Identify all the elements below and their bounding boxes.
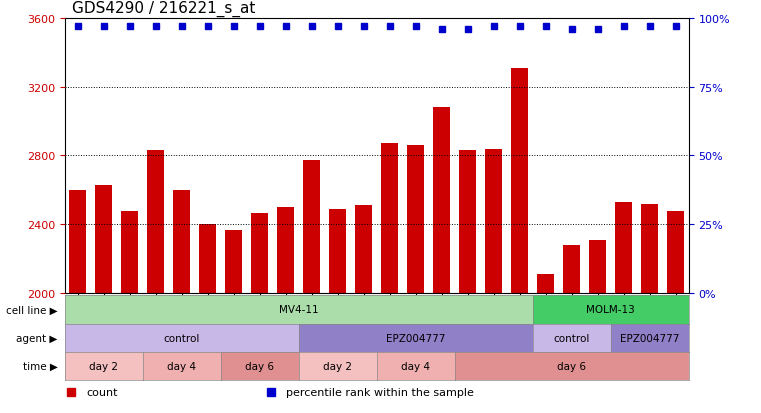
Bar	[199, 224, 216, 294]
Text: MOLM-13: MOLM-13	[586, 305, 635, 315]
Bar	[95, 185, 112, 294]
Text: time ▶: time ▶	[23, 361, 58, 371]
Text: agent ▶: agent ▶	[17, 333, 58, 343]
Text: EPZ004777: EPZ004777	[386, 333, 445, 343]
Bar	[147, 151, 164, 294]
Bar	[589, 240, 607, 294]
Bar	[511, 69, 528, 294]
Bar	[330, 209, 346, 294]
Bar	[433, 108, 451, 294]
Bar	[459, 151, 476, 294]
Text: day 4: day 4	[401, 361, 430, 371]
Bar	[381, 144, 398, 294]
Text: day 6: day 6	[245, 361, 274, 371]
Bar	[251, 214, 268, 294]
Text: control: control	[164, 333, 200, 343]
Bar	[174, 190, 190, 294]
Bar	[355, 206, 372, 294]
Text: cell line ▶: cell line ▶	[6, 305, 58, 315]
Text: day 2: day 2	[89, 361, 118, 371]
Text: GDS4290 / 216221_s_at: GDS4290 / 216221_s_at	[72, 0, 256, 17]
Bar	[642, 204, 658, 294]
Bar	[563, 245, 580, 294]
Text: MV4-11: MV4-11	[279, 305, 319, 315]
Bar	[537, 275, 554, 294]
Bar	[225, 230, 242, 294]
Bar	[667, 211, 684, 294]
Bar	[69, 190, 86, 294]
Bar	[407, 146, 424, 294]
Bar	[121, 211, 139, 294]
Text: day 2: day 2	[323, 361, 352, 371]
Text: day 6: day 6	[557, 361, 586, 371]
Bar	[615, 202, 632, 294]
Bar	[277, 208, 295, 294]
Text: control: control	[553, 333, 590, 343]
Text: percentile rank within the sample: percentile rank within the sample	[286, 387, 474, 397]
Bar	[303, 160, 320, 294]
Text: day 4: day 4	[167, 361, 196, 371]
Text: count: count	[87, 387, 118, 397]
Bar	[486, 149, 502, 294]
Text: EPZ004777: EPZ004777	[620, 333, 680, 343]
